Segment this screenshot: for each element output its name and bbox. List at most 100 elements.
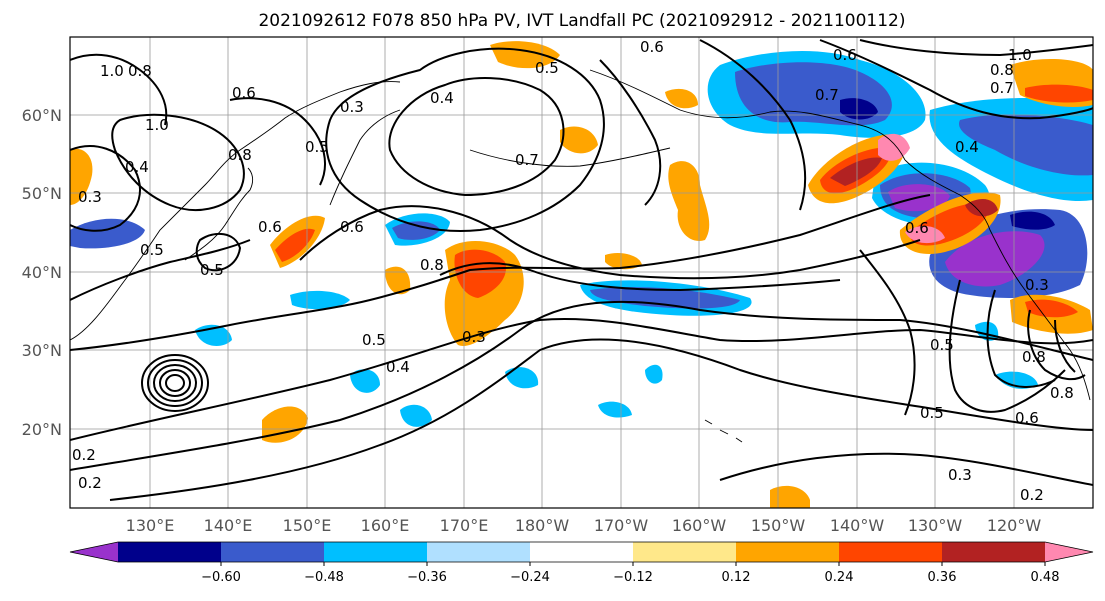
neg-patch-subtrop-3 [505, 367, 539, 389]
neg-patch-subtrop-5 [645, 364, 663, 384]
contour-label: 0.3 [462, 328, 486, 346]
colorbar-tick-label: 0.12 [722, 570, 751, 585]
contour-line [699, 39, 807, 211]
contour-label: 0.4 [386, 358, 410, 376]
pos-patch-mid-1 [560, 126, 598, 154]
contour-label: 0.4 [430, 89, 454, 107]
typhoon-contour [165, 374, 185, 392]
neg-patch-pnw-strong [1010, 211, 1055, 230]
map-frame [69, 36, 1094, 509]
lon-tick-label: 130°E [126, 516, 175, 535]
typhoon-contour [159, 369, 191, 397]
contour-line [325, 47, 605, 232]
colorbar-segment [942, 542, 1046, 562]
contour-label: 0.6 [232, 84, 256, 102]
contour-label: 0.8 [990, 61, 1014, 79]
neg-patch-subtrop-4 [598, 401, 632, 418]
colorbar-tick-label: −0.36 [407, 570, 447, 585]
coast-asia [70, 81, 401, 341]
contour-label: 0.5 [200, 261, 224, 279]
contour-label: 0.6 [340, 218, 364, 236]
contour-label: 0.3 [1025, 276, 1049, 294]
contour-line [859, 39, 1093, 57]
neg-patch-subtrop-2 [400, 404, 432, 427]
contour-labels: 0.2 1.0 0.8 0.6 1.0 0.8 0.3 0.4 0.5 0.6 … [72, 38, 1074, 504]
contour-line [1054, 319, 1076, 373]
contour-label: 0.8 [128, 62, 152, 80]
lat-tick-label: 50°N [22, 184, 62, 203]
typhoon-contour [141, 354, 209, 412]
colorbar-segment [633, 542, 737, 562]
neg-patch-nw-pacific [290, 290, 350, 310]
contour-line [195, 232, 242, 272]
lat-tick-label: 20°N [22, 420, 62, 439]
colorbar-extend-low [70, 542, 118, 562]
contour-label: 0.6 [258, 218, 282, 236]
lon-tick-label: 150°E [283, 516, 332, 535]
contour-label: 1.0 [145, 116, 169, 134]
lon-tick-label: 160°E [361, 516, 410, 535]
lat-tick-label: 40°N [22, 263, 62, 282]
contour-label: 0.2 [78, 474, 102, 492]
contour-label: 0.2 [1020, 486, 1044, 504]
neg-patch-kuril-core [392, 221, 440, 240]
contour-label: 0.5 [535, 59, 559, 77]
lon-tick-label: 140°E [204, 516, 253, 535]
contour-line [439, 262, 841, 292]
colorbar-segment [530, 542, 634, 562]
colorbar-segment [427, 542, 531, 562]
contour-line [229, 97, 326, 186]
neg-patch-gulf-alaska-deep [840, 98, 878, 120]
contour-label: 0.5 [140, 241, 164, 259]
contour-line [70, 53, 168, 126]
typhoon-contour [147, 359, 203, 407]
pos-patch-ne-corner-core [1025, 84, 1093, 103]
neg-patch-subtrop-1 [350, 369, 380, 393]
coast-na-west [904, 159, 1091, 401]
contour-line [70, 318, 1093, 441]
contour-line [111, 113, 245, 211]
contour-label: 0.5 [920, 404, 944, 422]
contour-line [859, 249, 916, 416]
contour-line [986, 289, 1056, 388]
pos-patch-kamchatka-core [275, 228, 315, 262]
contour-label: 0.3 [948, 466, 972, 484]
colorbar-tick-label: 0.24 [825, 570, 854, 585]
map-content: 0.2 1.0 0.8 0.6 1.0 0.8 0.3 0.4 0.5 0.6 … [70, 37, 1093, 508]
contour-line [109, 338, 1093, 501]
contour-line [599, 59, 662, 206]
neg-patch-pnw-deep [945, 231, 1045, 287]
colorbar-tick-label: 0.36 [928, 570, 957, 585]
contour-label: 0.5 [305, 138, 329, 156]
pos-patch-east-trop [770, 485, 810, 508]
contour-label: 0.8 [228, 146, 252, 164]
contour-label: 0.7 [815, 86, 839, 104]
lon-tick-label: 150°W [751, 516, 806, 535]
colorbar: −0.60 −0.48 −0.36 −0.24 −0.12 0.12 0.24 0.36 0.4… [69, 541, 1094, 585]
colorbar-segment [118, 542, 222, 562]
contour-line [719, 452, 1093, 486]
colorbar-outline [69, 541, 1094, 563]
pv-contours [70, 39, 1093, 501]
colorbar-segment [324, 542, 428, 562]
gridlines [70, 37, 1093, 508]
pos-patch-california-core [1025, 299, 1078, 318]
contour-label: 0.6 [1015, 409, 1039, 427]
lon-tick-label: 170°E [440, 516, 489, 535]
lat-axis: 60°N 50°N 40°N 30°N 20°N [22, 106, 62, 439]
contour-label: 0.2 [72, 446, 96, 464]
contour-line [70, 239, 251, 301]
pos-patch-mid-3 [385, 266, 411, 295]
contour-label: 0.8 [1022, 348, 1046, 366]
neg-patch-jet-core [590, 287, 740, 309]
neg-patch-east-1 [995, 371, 1038, 389]
contour-label: 1.0 [100, 62, 124, 80]
contour-label: 1.0 [1008, 46, 1032, 64]
contour-label: 0.6 [640, 38, 664, 56]
coastlines [70, 69, 1091, 443]
coast-hawaii [704, 419, 743, 443]
contour-label: 0.4 [955, 138, 979, 156]
lon-tick-label: 140°W [830, 516, 885, 535]
contour-label: 0.7 [515, 151, 539, 169]
